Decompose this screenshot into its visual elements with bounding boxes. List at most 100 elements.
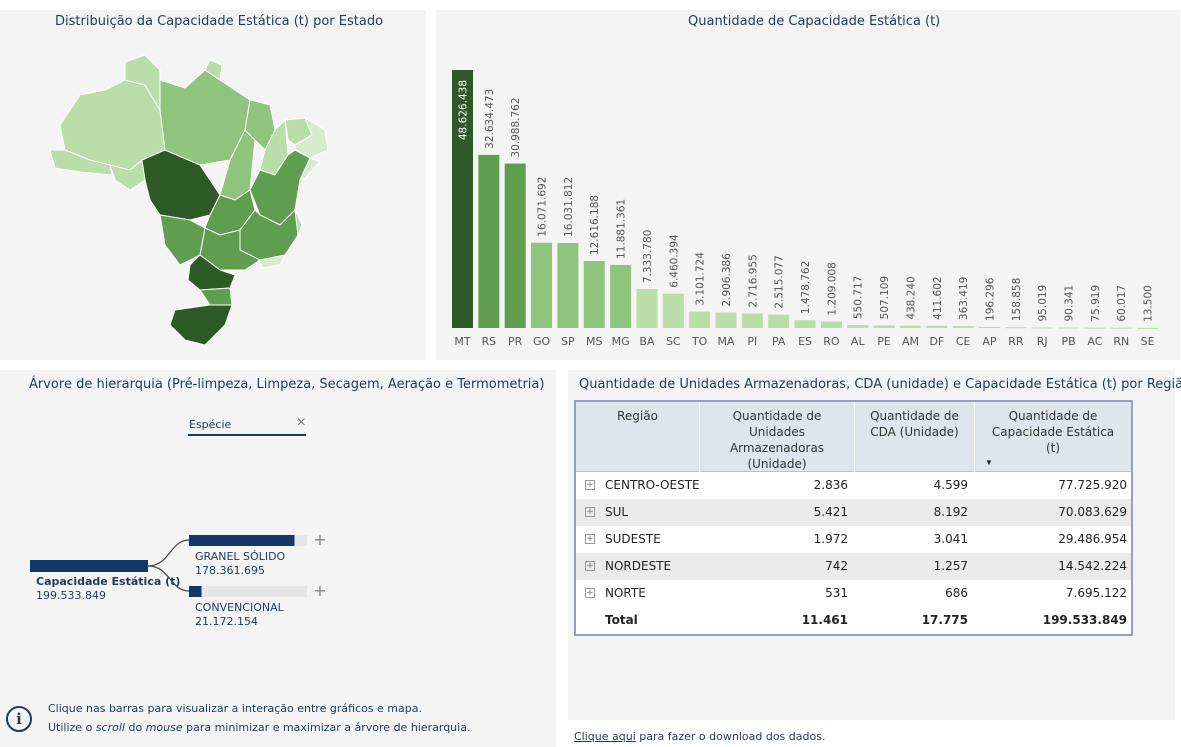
cell-capacidade: 70.083.629 [1058,505,1127,519]
table-panel: Quantidade de Unidades Armazenadoras, CD… [568,370,1181,720]
state-sp[interactable] [199,227,261,271]
bar-value-label: 363.419 [958,277,970,320]
bar-value-label: 2.716.955 [747,254,759,307]
bar-value-label: 95.019 [1037,285,1049,322]
x-tick-label: RS [482,335,497,348]
cell-regiao: NORTE [605,586,646,600]
bar-mt[interactable] [452,70,473,328]
state-rr[interactable] [124,54,161,112]
bar-pe[interactable] [873,325,895,328]
state-ap[interactable] [204,59,223,81]
bar-sp[interactable] [557,242,579,328]
bar-al[interactable] [847,325,869,328]
help-text-scroll: scroll [95,721,125,734]
state-rj[interactable] [259,254,286,269]
bar-pr[interactable] [504,163,526,328]
bar-go[interactable] [531,242,553,328]
state-mt[interactable] [141,149,221,221]
x-tick-label: SE [1141,335,1155,348]
state-ac[interactable] [50,149,113,176]
bar-value-label: 550.717 [853,276,865,319]
download-link[interactable]: Clique aqui [574,730,636,743]
help-text-mouse: mouse [145,721,183,734]
state-pr[interactable] [187,254,236,291]
x-tick-label: MS [586,335,602,348]
x-tick-label: RJ [1037,335,1048,348]
x-tick-label: MT [454,335,470,348]
hierarchy-tree[interactable]: Capacidade Estática (t)199.533.849 + GRANE… [0,370,556,747]
tree-node-value: 178.361.695 [195,564,265,577]
col-header-capacidade[interactable]: Quantidade de Capacidade Estática (t) [991,409,1115,455]
table-row[interactable]: + SUDESTE 1.972 3.041 29.486.954 [576,526,1131,553]
bar-am[interactable] [899,325,921,328]
info-icon[interactable]: i [6,706,32,732]
expand-icon[interactable]: + [585,561,595,571]
brazil-map[interactable] [50,50,340,350]
x-tick-label: PE [877,335,891,348]
expand-icon[interactable]: + [585,507,595,517]
col-header-regiao[interactable]: Região [576,402,700,472]
x-tick-label: AP [982,335,997,348]
bar-value-label: 13.500 [1143,285,1155,322]
table-row[interactable]: + NORTE 531 686 7.695.122 [576,580,1131,607]
tree-root-bar[interactable] [30,560,148,572]
bar-ba[interactable] [636,289,658,328]
table-row[interactable]: + CENTRO-OESTE 2.836 4.599 77.725.920 [576,472,1131,499]
tree-root-label: Capacidade Estática (t) [36,575,180,588]
col-header-cda[interactable]: Quantidade de CDA (Unidade) [855,402,975,472]
bar-es[interactable] [794,320,816,328]
bar-rn[interactable] [1110,327,1132,329]
tree-node-bar[interactable] [189,586,202,597]
bar-value-label: 48.626.438 [458,80,470,140]
help-text: do [124,721,146,734]
tree-node-label: CONVENCIONAL [195,601,285,614]
cell-regiao: NORDESTE [605,559,672,573]
bar-ac[interactable] [1084,327,1106,329]
bar-value-label: 2.515.077 [774,255,786,308]
help-line-2: Utilize o scroll do mouse para minimizar… [48,721,470,734]
bar-value-label: 411.602 [932,276,944,319]
cell-total-label: Total [605,613,638,627]
bar-pi[interactable] [741,313,763,328]
bar-to[interactable] [689,311,711,328]
bar-value-label: 158.858 [1011,278,1023,321]
expand-plus-icon[interactable]: + [313,581,326,600]
map-title: Distribuição da Capacidade Estática (t) … [55,14,384,29]
cell-regiao: SUDESTE [605,532,661,546]
expand-icon[interactable]: + [585,534,595,544]
sort-desc-icon[interactable]: ▼ [985,458,993,467]
table-row[interactable]: + NORDESTE 742 1.257 14.542.224 [576,553,1131,580]
tree-connector [147,565,190,592]
bar-pa[interactable] [768,314,790,328]
bar-ma[interactable] [715,312,737,328]
bar-ce[interactable] [952,326,974,328]
bar-df[interactable] [926,325,948,328]
table-row[interactable]: + SUL 5.421 8.192 70.083.629 [576,499,1131,526]
bar-ap[interactable] [979,326,1000,328]
bar-value-label: 7.333.780 [642,230,654,283]
tree-node-track[interactable] [189,586,307,597]
bar-sc[interactable] [662,293,684,328]
tree-node-bar[interactable] [189,535,295,546]
cell-regiao: CENTRO-OESTE [605,478,700,492]
bar-se[interactable] [1137,327,1159,329]
state-sc[interactable] [199,287,233,306]
close-icon[interactable]: × [296,414,306,431]
col-header-unidades[interactable]: Quantidade de Unidades Armazenadoras (Un… [700,402,855,472]
bar-ms[interactable] [583,261,605,328]
bar-rr[interactable] [1005,327,1027,329]
bar-chart[interactable]: 48.626.438 MT 32.634.473 RS 30.988.762 PR 16.0… [436,10,1180,360]
cell-unidades: 531 [825,586,848,600]
state-es[interactable] [294,209,303,236]
bar-mg[interactable] [610,264,632,328]
bar-ro[interactable] [820,321,842,328]
expand-plus-icon[interactable]: + [313,530,326,549]
bar-pb[interactable] [1058,327,1080,329]
bar-rs[interactable] [478,154,500,328]
expand-icon[interactable]: + [585,588,595,598]
species-filter[interactable]: Espécie × [188,414,306,436]
expand-icon[interactable]: + [585,480,595,490]
bar-rj[interactable] [1031,327,1053,329]
state-rs[interactable] [169,304,233,346]
state-se[interactable] [299,157,321,181]
